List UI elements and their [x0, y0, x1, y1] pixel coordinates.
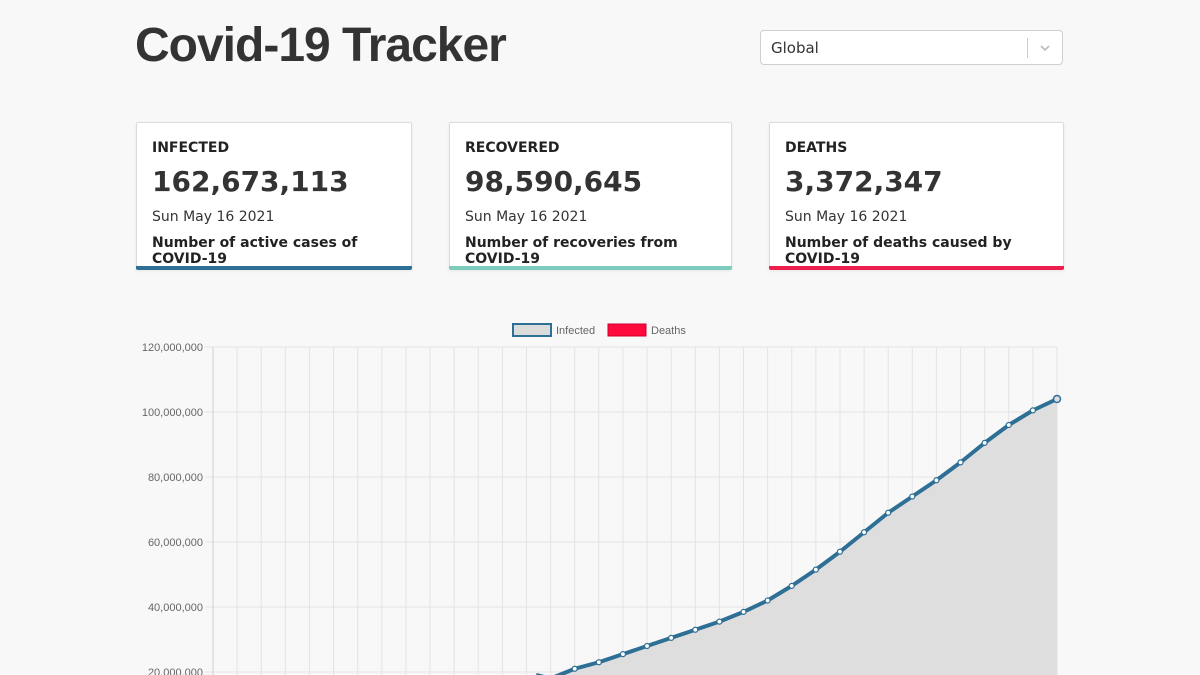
infected-card: INFECTED 162,673,113 Sun May 16 2021 Num…: [136, 122, 412, 270]
chevron-down-icon[interactable]: [1038, 41, 1052, 55]
infected-point-last: [1052, 394, 1062, 404]
select-separator: [1027, 38, 1028, 58]
card-accent-bar: [136, 266, 412, 270]
infected-point: [619, 651, 627, 658]
y-tick-label: 80,000,000: [148, 472, 203, 484]
infected-point: [909, 493, 916, 500]
infected-point: [836, 548, 844, 555]
infected-point: [595, 659, 602, 666]
legend-swatch-deaths: [607, 323, 647, 337]
infected-point: [740, 608, 747, 615]
card-description: Number of deaths caused by COVID-19: [785, 235, 1012, 267]
country-select[interactable]: Global: [760, 30, 1063, 65]
infected-point: [643, 642, 651, 650]
y-tick-label: 100,000,000: [142, 407, 203, 419]
card-description: Number of recoveries from COVID-19: [465, 235, 678, 267]
y-tick-label: 60,000,000: [148, 537, 203, 549]
y-tick-label: 120,000,000: [142, 342, 203, 354]
legend-label-infected: Infected: [556, 325, 595, 337]
card-accent-bar: [769, 266, 1064, 270]
infected-point: [957, 459, 964, 466]
infected-point: [860, 529, 868, 536]
card-description: Number of active cases of COVID-19: [152, 235, 358, 267]
card-value: 162,673,113: [152, 165, 349, 198]
legend-label-deaths: Deaths: [651, 325, 686, 337]
infected-point: [788, 582, 795, 589]
deaths-card: DEATHS 3,372,347 Sun May 16 2021 Number …: [769, 122, 1064, 270]
card-label: INFECTED: [152, 140, 230, 156]
card-label: RECOVERED: [465, 140, 560, 156]
y-tick-label: 20,000,000: [148, 667, 203, 675]
infected-point: [764, 597, 771, 604]
card-accent-bar: [449, 266, 732, 270]
infected-point: [571, 665, 578, 672]
infected-point: [668, 634, 675, 641]
card-date: Sun May 16 2021: [465, 209, 588, 225]
infected-point: [981, 439, 988, 446]
card-value: 98,590,645: [465, 165, 643, 198]
card-label: DEATHS: [785, 140, 848, 156]
infected-area: [536, 399, 1057, 675]
y-tick-label: 40,000,000: [148, 602, 203, 614]
infected-point: [692, 626, 699, 633]
recovered-card: RECOVERED 98,590,645 Sun May 16 2021 Num…: [449, 122, 732, 270]
infected-point: [716, 618, 723, 625]
infected-point: [1005, 421, 1012, 429]
infected-point: [933, 477, 940, 484]
legend-swatch-infected: [512, 323, 552, 337]
card-date: Sun May 16 2021: [152, 209, 275, 225]
country-select-value: Global: [771, 39, 819, 57]
infected-point: [1029, 407, 1036, 414]
infected-point: [812, 566, 819, 573]
page-title: Covid-19 Tracker: [135, 19, 507, 72]
card-value: 3,372,347: [785, 165, 943, 198]
infected-point: [885, 509, 892, 516]
card-date: Sun May 16 2021: [785, 209, 908, 225]
